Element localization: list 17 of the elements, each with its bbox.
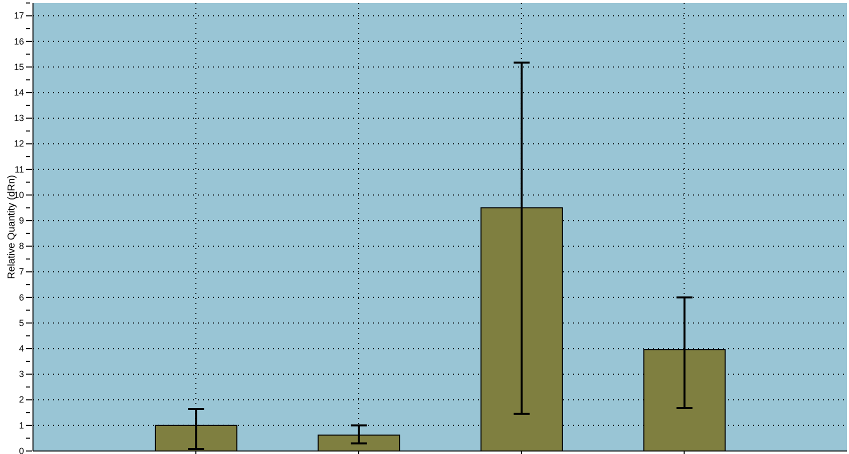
y-tick-label: 2: [18, 394, 24, 405]
y-tick-label: 4: [18, 343, 24, 354]
y-tick-label: 3: [18, 369, 24, 380]
y-tick-label: 16: [14, 36, 24, 46]
y-tick-label: 1: [18, 420, 24, 430]
y-tick-label: 5: [18, 318, 24, 328]
y-tick-label: 11: [14, 164, 24, 174]
y-tick-label: 9: [18, 215, 24, 226]
y-tick-label: 8: [18, 241, 24, 252]
y-tick-label: 15: [14, 62, 24, 72]
y-tick-label: 13: [14, 113, 24, 124]
y-tick-label: 17: [14, 10, 24, 21]
y-tick-label: 14: [14, 87, 24, 98]
y-tick-label: 6: [18, 292, 24, 302]
y-tick-label: 7: [18, 266, 24, 277]
y-tick-label: 0: [18, 446, 24, 454]
y-tick-label: 12: [14, 138, 24, 149]
